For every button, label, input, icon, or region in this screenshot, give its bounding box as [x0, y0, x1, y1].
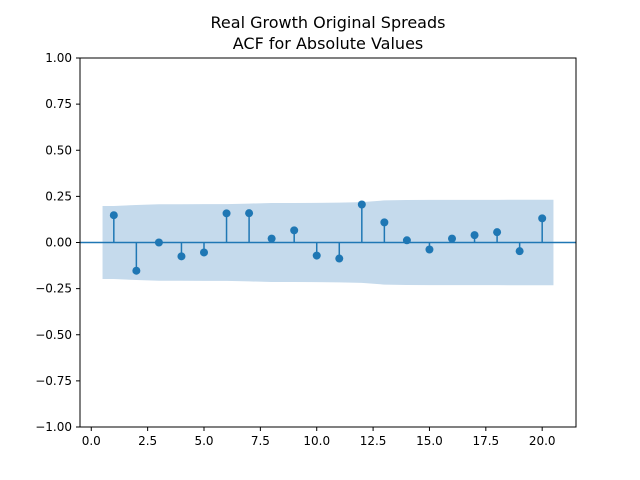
y-tick-label: 0.00	[45, 236, 72, 250]
acf-point-lag-17	[470, 231, 479, 240]
x-tick-label: 7.5	[251, 434, 270, 448]
acf-point-lag-2	[132, 266, 141, 275]
y-tick-label: 0.50	[45, 143, 72, 157]
x-tick-label: 17.5	[472, 434, 499, 448]
x-axis: 0.0 2.5 5.0 7.5 10.0 12.5 15.0 17.5 20.0	[82, 427, 556, 448]
acf-point-lag-13	[380, 218, 389, 227]
acf-point-lag-6	[222, 209, 231, 218]
x-tick-label: 5.0	[194, 434, 213, 448]
y-tick-label: 0.75	[45, 97, 72, 111]
acf-point-lag-19	[515, 247, 524, 256]
chart-title-line-1: Real Growth Original Spreads	[211, 13, 446, 32]
acf-point-lag-10	[312, 251, 321, 260]
y-tick-label: −0.25	[35, 282, 72, 296]
y-tick-label: −1.00	[35, 420, 72, 434]
acf-point-lag-20	[538, 214, 547, 223]
y-tick-label: 1.00	[45, 51, 72, 65]
x-tick-label: 12.5	[360, 434, 387, 448]
acf-point-lag-7	[245, 209, 254, 218]
y-axis: 1.00 0.75 0.50 0.25 0.00 −0.25 −0.50 −0.75 −1.00	[35, 51, 80, 434]
acf-point-lag-11	[335, 254, 344, 263]
acf-point-lag-16	[448, 234, 456, 243]
y-tick-label: 0.25	[45, 189, 72, 203]
y-tick-label: −0.50	[35, 328, 72, 342]
acf-point-lag-15	[425, 245, 434, 254]
acf-point-lag-4	[177, 252, 186, 261]
acf-points	[109, 200, 547, 275]
x-tick-label: 20.0	[529, 434, 556, 448]
acf-point-lag-14	[402, 236, 411, 245]
acf-point-lag-12	[357, 200, 366, 209]
acf-point-lag-1	[109, 211, 118, 220]
acf-point-lag-9	[290, 226, 299, 235]
acf-point-lag-18	[493, 228, 502, 237]
x-tick-label: 0.0	[82, 434, 101, 448]
plot-area	[79, 57, 577, 428]
acf-point-lag-5	[200, 248, 208, 257]
chart-title-line-2: ACF for Absolute Values	[233, 34, 424, 53]
x-tick-label: 2.5	[138, 434, 157, 448]
x-tick-label: 15.0	[416, 434, 443, 448]
acf-point-lag-3	[154, 238, 163, 247]
x-tick-label: 10.0	[303, 434, 330, 448]
y-tick-label: −0.75	[35, 374, 72, 388]
acf-point-lag-8	[267, 234, 276, 243]
